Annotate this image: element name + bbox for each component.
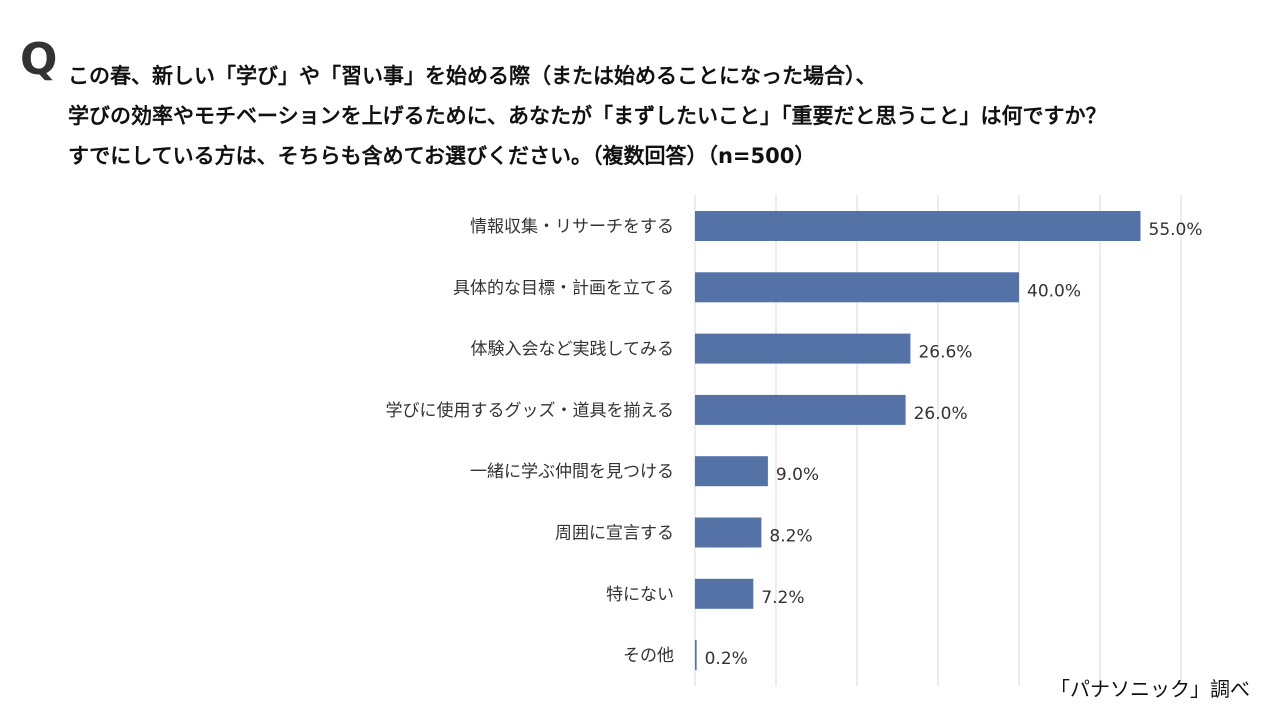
question-line-3: すでにしている方は、そちらも含めてお選びください。（複数回答）（n=500） [68, 144, 816, 168]
bar [695, 272, 1019, 303]
value-label: 0.2% [705, 649, 748, 669]
bar [695, 211, 1141, 241]
value-label: 7.2% [761, 588, 804, 608]
category-label: 情報収集・リサーチをする [470, 217, 674, 237]
value-label: 26.0% [914, 404, 968, 424]
category-label: 一緒に学ぶ仲間を見つける [470, 462, 674, 482]
category-label: 学びに使用するグッズ・道具を揃える [386, 400, 675, 421]
bar [695, 333, 911, 364]
value-label: 8.2% [769, 527, 812, 547]
bar [695, 394, 906, 425]
bar [695, 578, 754, 609]
bar [695, 456, 768, 487]
question-line-1: この春、新しい「学び」や「習い事」を始める際（または始めることになった場合）、 [68, 64, 877, 88]
value-label: 26.6% [918, 343, 972, 363]
category-label: 周囲に宣言する [555, 524, 674, 544]
question-mark: Q [20, 34, 58, 85]
category-label: 特にない [606, 585, 674, 605]
category-label: その他 [623, 646, 674, 666]
value-label: 9.0% [776, 465, 819, 485]
question-line-2: 学びの効率やモチベーションを上げるために、あなたが「まずしたいこと」「重要だと思… [68, 104, 1107, 128]
source-note: 「パナソニック」調べ [1050, 677, 1250, 701]
value-label: 40.0% [1027, 281, 1081, 301]
category-label: 具体的な目標・計画を立てる [453, 278, 674, 298]
category-label: 体験入会など実践してみる [471, 340, 675, 360]
value-label: 55.0% [1149, 220, 1203, 240]
bar [695, 517, 762, 548]
bar [695, 640, 697, 671]
